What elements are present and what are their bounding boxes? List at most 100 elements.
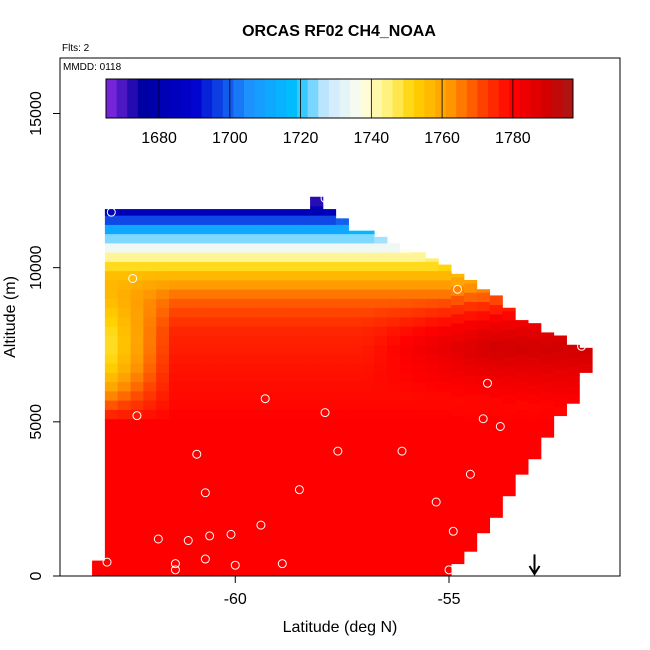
heatmap-cell bbox=[143, 243, 157, 253]
heatmap-cell bbox=[310, 335, 324, 346]
heatmap-cell bbox=[361, 307, 375, 318]
heatmap-cell bbox=[194, 344, 208, 355]
heatmap-cell bbox=[297, 520, 311, 531]
heatmap-cell bbox=[399, 437, 414, 447]
heatmap-cell bbox=[540, 409, 555, 420]
heatmap-cell bbox=[271, 492, 285, 503]
heatmap-cell bbox=[245, 243, 260, 253]
colorbar-segment bbox=[127, 79, 139, 118]
heatmap-cell bbox=[130, 483, 144, 494]
heatmap-cell bbox=[284, 437, 298, 447]
heatmap-cell bbox=[412, 520, 426, 531]
colorbar-segment bbox=[424, 79, 436, 118]
heatmap-cell bbox=[169, 381, 183, 392]
heatmap-cell bbox=[271, 511, 285, 521]
heatmap-cell bbox=[117, 409, 131, 420]
heatmap-cell bbox=[374, 354, 388, 364]
heatmap-cell bbox=[489, 350, 503, 361]
heatmap-cell bbox=[220, 455, 234, 466]
heatmap-cell bbox=[194, 317, 208, 327]
heatmap-cell bbox=[515, 409, 529, 420]
heatmap-cell bbox=[463, 486, 478, 497]
heatmap-cell bbox=[374, 409, 388, 420]
heatmap-cell bbox=[361, 230, 375, 235]
heatmap-cell bbox=[451, 461, 465, 472]
heatmap-cell bbox=[220, 391, 234, 401]
heatmap-cell bbox=[476, 412, 491, 423]
heatmap-cell bbox=[207, 317, 221, 327]
colorbar-segment bbox=[328, 79, 340, 118]
heatmap-cell bbox=[156, 344, 170, 355]
heatmap-cell bbox=[348, 539, 362, 549]
heatmap-cell bbox=[104, 317, 119, 327]
heatmap-cell bbox=[258, 465, 273, 475]
heatmap-cell bbox=[399, 566, 414, 577]
heatmap-cell bbox=[451, 332, 465, 343]
heatmap-cell bbox=[181, 233, 196, 244]
heatmap-cell bbox=[156, 511, 170, 521]
heatmap-cell bbox=[220, 326, 234, 336]
heatmap-cell bbox=[310, 400, 324, 410]
heatmap-cell bbox=[540, 372, 555, 383]
heatmap-cell bbox=[566, 347, 580, 358]
x-tick-label: -55 bbox=[437, 591, 460, 608]
heatmap-cell bbox=[553, 369, 567, 380]
heatmap-cell bbox=[425, 391, 439, 401]
heatmap-cell bbox=[322, 372, 337, 383]
heatmap-cell bbox=[566, 344, 580, 349]
y-tick-label: 5000 bbox=[28, 404, 45, 440]
heatmap-cell bbox=[130, 209, 144, 216]
heatmap-cell bbox=[233, 289, 247, 299]
heatmap-cell bbox=[348, 307, 362, 318]
heatmap-cell bbox=[169, 465, 183, 475]
heatmap-cell bbox=[233, 557, 247, 568]
heatmap-cell bbox=[502, 357, 516, 367]
heatmap-cell bbox=[245, 418, 260, 429]
heatmap-cell bbox=[245, 233, 260, 244]
heatmap-cell bbox=[233, 566, 247, 577]
heatmap-cell bbox=[169, 372, 183, 383]
heatmap-cell bbox=[169, 520, 183, 531]
colorbar-segment bbox=[106, 79, 118, 118]
heatmap-cell bbox=[169, 483, 183, 494]
heatmap-cell bbox=[476, 468, 491, 478]
heatmap-cell bbox=[451, 369, 465, 380]
heatmap-cell bbox=[553, 387, 567, 398]
colorbar-segment bbox=[265, 79, 277, 118]
heatmap-cell bbox=[117, 381, 131, 392]
heatmap-cell bbox=[297, 548, 311, 558]
heatmap-cell bbox=[207, 409, 221, 420]
heatmap-cell bbox=[438, 502, 452, 512]
heatmap-cell bbox=[476, 320, 491, 330]
heatmap-cell bbox=[284, 243, 298, 253]
heatmap-cell bbox=[271, 539, 285, 549]
heatmap-cell bbox=[233, 391, 247, 401]
date-label: MMDD: 0118 bbox=[63, 62, 122, 73]
heatmap-cell bbox=[348, 243, 362, 253]
colorbar-segment bbox=[307, 79, 319, 118]
heatmap-cell bbox=[425, 335, 439, 346]
heatmap-cell bbox=[399, 249, 414, 253]
colorbar-segment bbox=[148, 79, 160, 118]
heatmap-cell bbox=[451, 313, 465, 324]
heatmap-cell bbox=[169, 391, 183, 401]
heatmap-cell bbox=[130, 502, 144, 512]
heatmap-cell bbox=[258, 344, 273, 355]
heatmap-cell bbox=[233, 326, 247, 336]
heatmap-cell bbox=[117, 298, 131, 309]
heatmap-cell bbox=[566, 357, 580, 367]
heatmap-cell bbox=[387, 317, 401, 327]
heatmap-cell bbox=[284, 326, 298, 336]
heatmap-cell bbox=[181, 483, 196, 494]
heatmap-cell bbox=[297, 511, 311, 521]
heatmap-cell bbox=[117, 502, 131, 512]
heatmap-cell bbox=[463, 440, 478, 450]
heatmap-cell bbox=[528, 412, 542, 423]
heatmap-cell bbox=[335, 465, 349, 475]
heatmap-cell bbox=[194, 566, 208, 577]
heatmap-cell bbox=[156, 557, 170, 568]
heatmap-cell bbox=[489, 471, 503, 481]
heatmap-cell bbox=[374, 548, 388, 558]
heatmap-cell bbox=[335, 354, 349, 364]
heatmap-cell bbox=[284, 317, 298, 327]
